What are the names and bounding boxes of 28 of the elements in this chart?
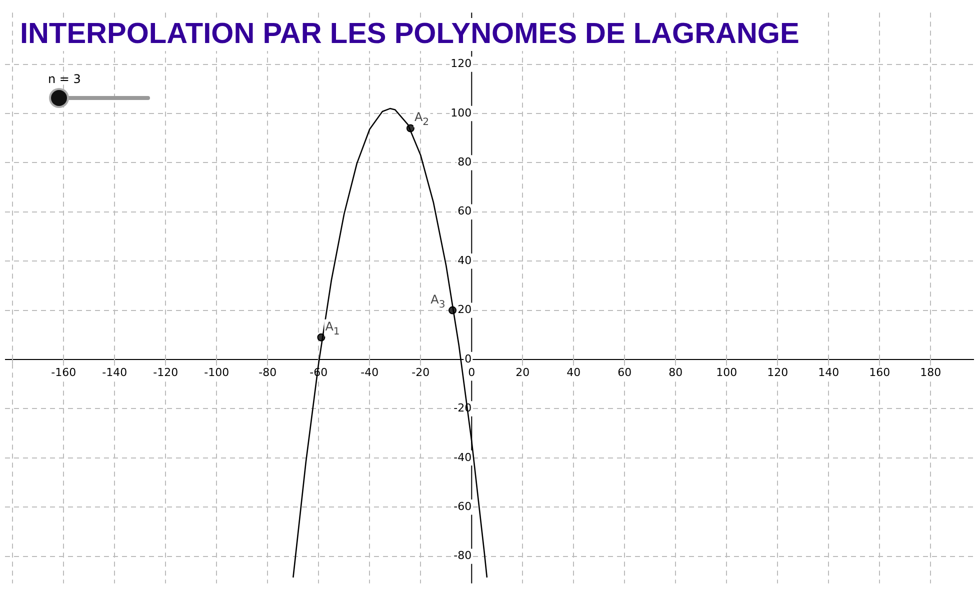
chart-title: INTERPOLATION PAR LES POLYNOMES DE LAGRANGE [20, 18, 800, 51]
x-tick-label: 140 [818, 366, 840, 379]
y-tick-label: -60 [454, 500, 472, 513]
x-tick-label: -20 [412, 366, 430, 379]
y-tick-label: 80 [458, 156, 472, 169]
x-tick-label: 20 [516, 366, 530, 379]
x-tick-label: 100 [716, 366, 738, 379]
x-tick-label: 40 [566, 366, 581, 379]
x-tick-label: 160 [869, 366, 890, 379]
x-tick-label: 80 [668, 366, 683, 379]
y-tick-label: 120 [450, 57, 472, 70]
y-tick-label: -40 [454, 450, 472, 464]
y-tick-label: 60 [458, 204, 472, 218]
y-tick-label: -80 [454, 549, 472, 562]
y-tick-label: 0 [464, 352, 472, 366]
annotation: n = 3 [48, 72, 81, 86]
x-tick-label: 120 [767, 366, 788, 379]
x-tick-label: 60 [618, 366, 632, 379]
y-tick-label: 40 [458, 254, 472, 267]
y-tick-label: 20 [458, 303, 472, 316]
x-tick-label: -80 [258, 366, 277, 379]
x-tick-label: -40 [360, 366, 379, 379]
x-tick-label: -120 [153, 366, 178, 379]
x-tick-label: -160 [51, 366, 76, 379]
x-tick-label: -100 [204, 366, 230, 379]
x-tick-label: 180 [920, 366, 942, 379]
x-tick-label: -140 [102, 366, 128, 379]
y-tick-label: 100 [450, 106, 472, 120]
